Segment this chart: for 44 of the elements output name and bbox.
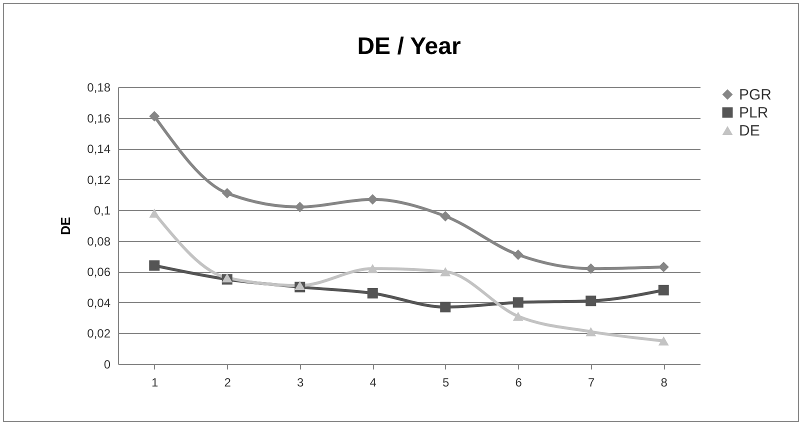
y-tick-label: 0,02 [87,326,111,341]
point [367,264,378,274]
y-axis-title: DE [58,216,74,236]
point [149,110,160,122]
y-tick-label: 0,04 [87,296,111,310]
point [586,296,596,306]
y-tick-label: 0,08 [87,234,111,248]
point [586,327,596,336]
y-tick-label: 0,18 [87,80,111,94]
x-tick-label: 8 [660,376,668,390]
y-tick-label: 0,12 [87,172,111,187]
point [512,249,524,260]
x-tick-label: 3 [297,376,304,390]
x-tick-label: 4 [370,376,377,390]
point [512,297,524,308]
x-tick-label: 5 [442,376,450,390]
legend-label: DE [739,122,760,140]
chart-title: DE / Year [357,33,461,60]
point [149,208,160,218]
y-tick-label: 0 [104,358,111,372]
x-tick-label: 1 [152,376,159,390]
point [440,302,451,312]
point [658,284,669,296]
x-tick-label: 7 [588,376,596,390]
point [367,194,378,205]
point [149,260,160,271]
point [440,211,451,222]
legend-label: PGR [739,86,772,104]
point [658,336,669,346]
point [586,263,596,274]
point [222,273,232,282]
point [440,267,451,276]
y-tick-label: 0,06 [87,265,111,280]
point [512,312,524,321]
point [294,202,306,212]
x-tick-label: 2 [224,376,232,390]
point [222,188,232,198]
y-tick-label: 0,1 [94,204,111,218]
point [658,262,669,272]
y-tick-label: 0,14 [87,142,111,156]
y-tick-label: 0,16 [87,111,111,126]
legend-label: PLR [739,104,768,122]
x-tick-label: 6 [515,376,522,390]
point [367,288,378,298]
